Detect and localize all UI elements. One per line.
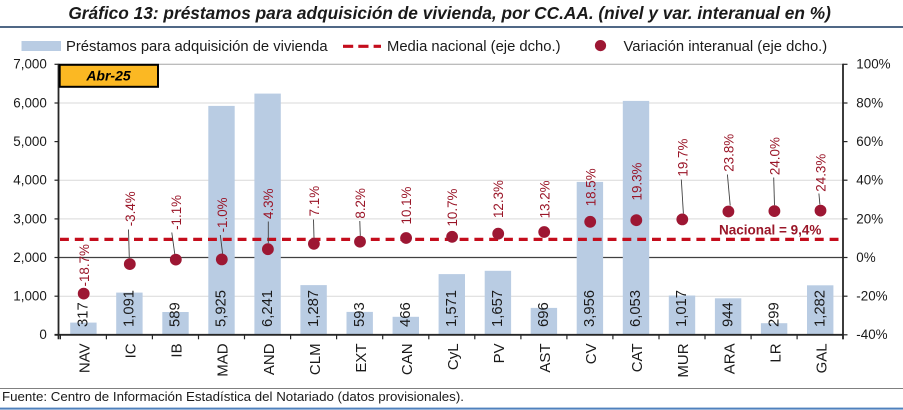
svg-text:466: 466	[398, 302, 414, 327]
svg-text:-3.4%: -3.4%	[123, 191, 138, 226]
svg-text:1,282: 1,282	[812, 290, 828, 327]
svg-text:IC: IC	[123, 343, 140, 358]
svg-text:589: 589	[168, 302, 184, 327]
svg-text:7,000: 7,000	[13, 57, 47, 72]
svg-text:5,000: 5,000	[13, 134, 47, 149]
svg-text:3,956: 3,956	[582, 290, 598, 327]
svg-text:19.3%: 19.3%	[629, 162, 644, 200]
svg-text:944: 944	[720, 302, 736, 327]
svg-text:EXT: EXT	[353, 343, 370, 372]
svg-text:Gráfico 13: préstamos para adq: Gráfico 13: préstamos para adquisición d…	[68, 3, 831, 23]
svg-text:24.3%: 24.3%	[814, 154, 829, 192]
svg-text:60%: 60%	[856, 134, 883, 149]
svg-text:80%: 80%	[856, 95, 883, 110]
svg-text:GAL: GAL	[813, 343, 830, 373]
svg-text:AND: AND	[261, 343, 278, 375]
svg-text:Nacional = 9,4%: Nacional = 9,4%	[719, 223, 821, 238]
svg-text:10.7%: 10.7%	[445, 188, 460, 226]
svg-text:MAD: MAD	[215, 343, 232, 377]
svg-text:6,053: 6,053	[628, 290, 644, 327]
svg-text:3,000: 3,000	[13, 211, 47, 226]
svg-text:PV: PV	[491, 343, 508, 363]
svg-text:696: 696	[536, 302, 552, 327]
svg-text:0: 0	[39, 327, 46, 342]
svg-text:1,091: 1,091	[122, 290, 138, 327]
svg-text:23.8%: 23.8%	[722, 134, 737, 172]
svg-text:20%: 20%	[856, 211, 883, 226]
svg-text:ARA: ARA	[721, 343, 738, 374]
svg-text:317: 317	[76, 302, 92, 327]
svg-text:18.5%: 18.5%	[583, 168, 598, 206]
svg-text:0%: 0%	[856, 250, 875, 265]
svg-text:13.2%: 13.2%	[537, 180, 552, 218]
svg-text:NAV: NAV	[77, 343, 94, 373]
svg-text:-20%: -20%	[856, 289, 887, 304]
svg-text:-1.0%: -1.0%	[215, 197, 230, 232]
svg-text:7.1%: 7.1%	[307, 186, 322, 217]
svg-text:593: 593	[352, 302, 368, 327]
svg-text:-1.1%: -1.1%	[169, 195, 184, 230]
svg-text:Abr-25: Abr-25	[85, 68, 131, 84]
svg-text:1,287: 1,287	[306, 290, 322, 327]
svg-text:CAT: CAT	[629, 343, 646, 372]
svg-text:299: 299	[766, 302, 782, 327]
svg-text:8.2%: 8.2%	[353, 188, 368, 219]
svg-text:40%: 40%	[856, 173, 883, 188]
svg-text:MUR: MUR	[675, 343, 692, 377]
svg-text:CAN: CAN	[399, 343, 416, 375]
svg-text:-18.7%: -18.7%	[77, 244, 92, 287]
svg-text:Media nacional (eje dcho.): Media nacional (eje dcho.)	[387, 39, 561, 55]
svg-text:24.0%: 24.0%	[768, 137, 783, 175]
svg-text:4.3%: 4.3%	[261, 188, 276, 219]
svg-text:CV: CV	[583, 343, 600, 364]
svg-text:Préstamos para adquisición de: Préstamos para adquisición de vivienda	[66, 39, 328, 55]
svg-text:AST: AST	[537, 343, 554, 372]
svg-text:1,000: 1,000	[13, 289, 47, 304]
svg-text:CLM: CLM	[307, 343, 324, 375]
svg-text:IB: IB	[169, 343, 186, 357]
svg-text:19.7%: 19.7%	[675, 139, 690, 177]
svg-text:12.3%: 12.3%	[491, 180, 506, 218]
svg-text:CyL: CyL	[445, 343, 462, 370]
svg-text:LR: LR	[767, 343, 784, 362]
svg-text:Fuente: Centro de Información: Fuente: Centro de Información Estadístic…	[2, 389, 464, 404]
svg-text:1,017: 1,017	[674, 290, 690, 327]
svg-text:6,241: 6,241	[260, 290, 276, 327]
svg-text:4,000: 4,000	[13, 173, 47, 188]
svg-text:-40%: -40%	[856, 327, 887, 342]
svg-text:1,571: 1,571	[444, 290, 460, 327]
svg-text:2,000: 2,000	[13, 250, 47, 265]
svg-text:Variación interanual (eje dcho: Variación interanual (eje dcho.)	[624, 39, 828, 55]
svg-text:1,657: 1,657	[490, 290, 506, 327]
svg-text:10.1%: 10.1%	[399, 186, 414, 224]
svg-text:5,925: 5,925	[214, 290, 230, 327]
svg-text:100%: 100%	[856, 57, 890, 72]
svg-text:6,000: 6,000	[13, 95, 47, 110]
